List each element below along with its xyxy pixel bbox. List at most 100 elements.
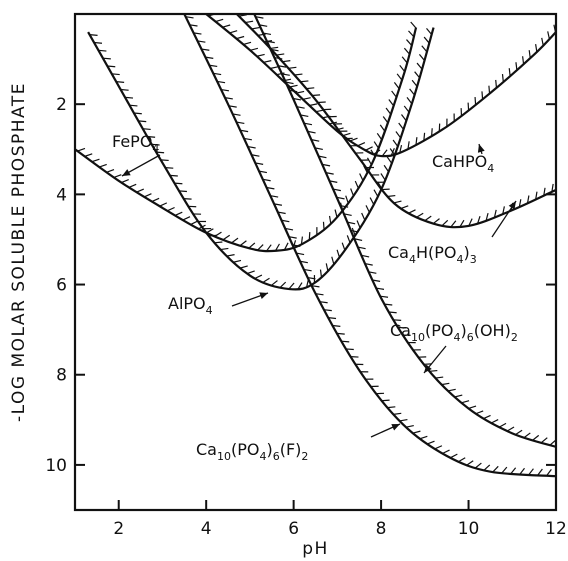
series-alpo4 (87, 27, 435, 291)
hatch-mark (336, 196, 345, 200)
hatch-mark (518, 199, 522, 208)
hatch-mark (537, 468, 543, 476)
hatch-mark (547, 31, 551, 40)
hatch-mark (535, 44, 538, 53)
hatch-mark (292, 97, 302, 101)
series-ca10f (183, 14, 556, 478)
hatch-mark (257, 244, 264, 251)
hatch-mark (270, 195, 279, 198)
hatch-mark (403, 47, 411, 55)
hatch-mark (454, 394, 463, 398)
hatch-mark (468, 218, 473, 227)
hatch-mark (124, 96, 134, 99)
hatch-mark (151, 143, 160, 146)
arrowhead-ca4h (508, 201, 516, 210)
hatch-mark (541, 37, 544, 46)
hatch-mark (435, 376, 444, 379)
hatch-mark (239, 240, 247, 247)
hatch-mark (121, 179, 129, 184)
hatch-mark (308, 231, 311, 241)
hatch-mark (209, 64, 218, 68)
curve-ca10oh (253, 14, 556, 448)
hatch-mark (262, 277, 270, 284)
hatch-mark (345, 348, 354, 351)
hatch-mark (294, 73, 303, 76)
hatch-mark (401, 114, 407, 122)
series-ca4h (236, 14, 556, 229)
hatch-mark (107, 65, 116, 68)
hatch-mark (274, 56, 283, 60)
y-tick-label: 4 (56, 185, 67, 205)
hatch-mark (116, 81, 125, 83)
hatch-mark (493, 209, 497, 218)
hatch-mark (384, 303, 393, 306)
hatch-mark (246, 270, 255, 275)
hatch-mark (285, 81, 294, 85)
y-tick-label: 2 (56, 95, 67, 115)
hatch-mark (412, 430, 421, 434)
hatch-mark (387, 406, 396, 409)
hatch-mark (98, 163, 107, 168)
hatch-mark (364, 262, 373, 266)
hatch-mark (232, 113, 241, 116)
hatch-mark (361, 254, 370, 258)
hatch-mark (395, 131, 402, 139)
hatch-mark (292, 244, 301, 247)
label-subscript: 4 (487, 162, 494, 175)
hatch-mark (255, 162, 264, 165)
hatch-mark (441, 219, 449, 227)
hatch-mark (375, 287, 385, 290)
x-tick-label: 2 (113, 519, 124, 539)
hatch-mark (468, 405, 477, 410)
hatch-mark (300, 236, 303, 245)
hatch-mark (515, 62, 518, 71)
hatch-mark (396, 73, 403, 81)
hatch-mark (178, 190, 187, 193)
hatch-mark (311, 285, 320, 288)
hatch-mark (345, 195, 349, 204)
hatch-mark (546, 468, 552, 477)
hatch-mark (229, 30, 238, 34)
hatch-mark (266, 40, 275, 44)
label-text: ) (266, 440, 272, 459)
hatch-mark (299, 260, 308, 264)
hatch-mark (263, 60, 272, 63)
hatch-mark (359, 173, 364, 181)
hatch-mark (300, 114, 309, 118)
hatch-mark (278, 65, 287, 68)
hatch-mark (526, 195, 530, 204)
label-subscript: 2 (301, 450, 308, 463)
hatch-mark (408, 30, 415, 38)
hatch-mark (303, 268, 312, 272)
hatch-mark (532, 434, 540, 441)
hatch-mark (418, 54, 425, 61)
label-fepo4: FePO4​ (112, 132, 159, 155)
hatch-mark (84, 153, 93, 157)
hatch-mark (233, 259, 242, 263)
hatch-mark (341, 340, 350, 343)
hatch-mark (354, 238, 363, 241)
hatch-mark (147, 135, 156, 138)
hatch-mark (490, 419, 499, 424)
hatch-mark (266, 186, 275, 190)
hatch-mark (492, 465, 499, 473)
hatch-mark (174, 182, 183, 185)
hatch-mark (540, 437, 548, 444)
hatch-mark (419, 435, 428, 440)
hatch-mark (432, 218, 440, 225)
hatch-mark (535, 191, 538, 200)
hatch-mark (269, 66, 279, 70)
hatch-mark (398, 122, 404, 130)
label-subscript: 6 (467, 331, 474, 344)
hatch-mark (351, 227, 356, 236)
hatch-mark (406, 39, 413, 46)
hatch-mark (508, 68, 511, 77)
hatch-mark (336, 332, 345, 335)
hatch-mark (213, 72, 222, 76)
hatch-mark (247, 145, 256, 149)
hatch-mark (167, 206, 175, 212)
hatch-mark (502, 206, 505, 215)
hatch-mark (106, 169, 115, 173)
hatch-mark (442, 449, 450, 455)
